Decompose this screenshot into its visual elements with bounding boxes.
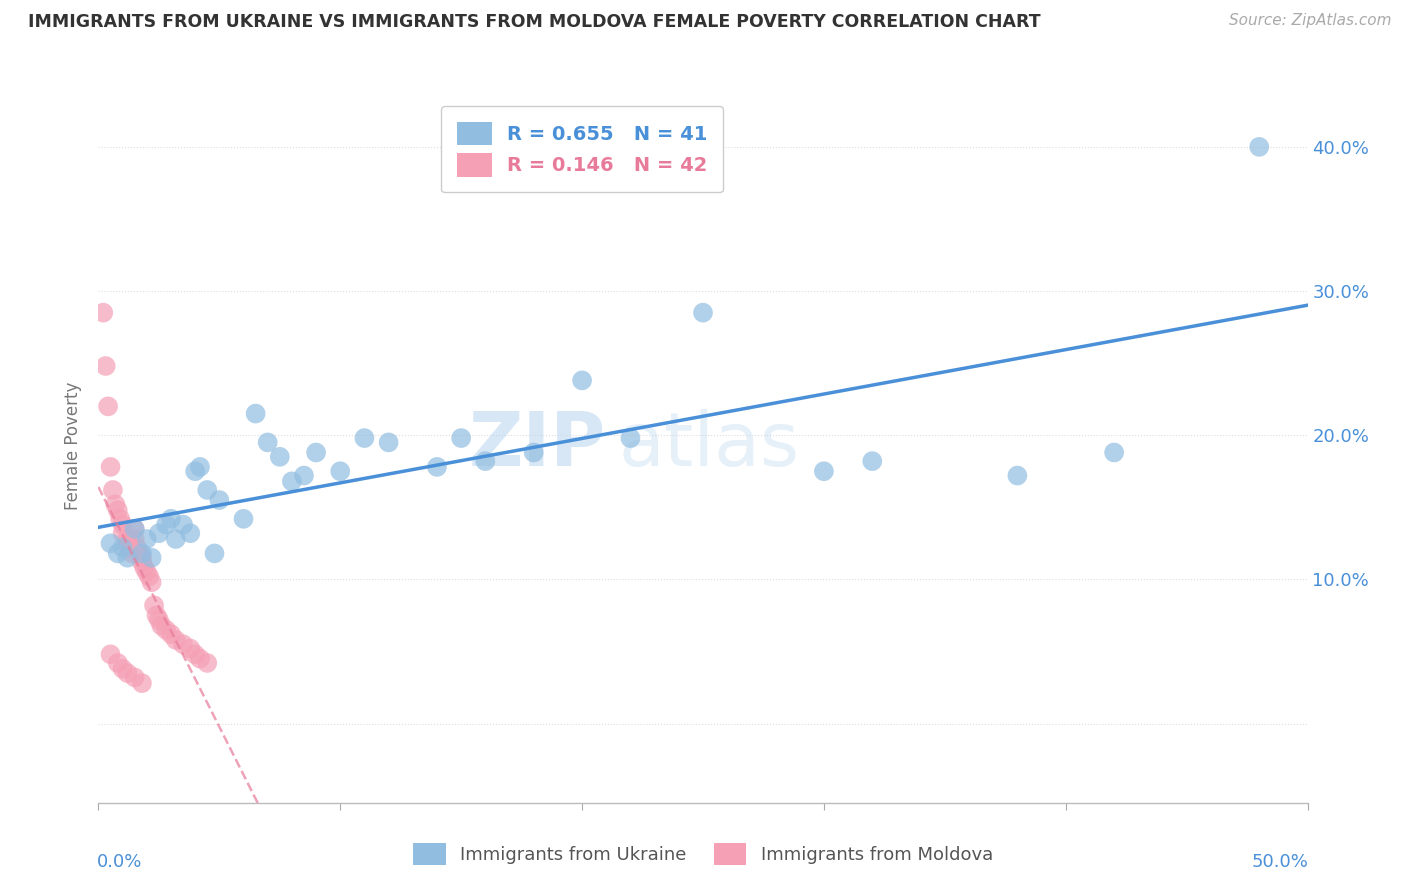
Point	[195, 483, 218, 497]
Point	[118, 541, 141, 555]
Point	[91, 306, 114, 320]
Point	[117, 536, 139, 550]
Point	[160, 627, 183, 641]
Point	[128, 546, 150, 560]
Point	[329, 464, 352, 478]
Point	[269, 450, 291, 464]
Point	[117, 666, 139, 681]
Point	[131, 550, 153, 565]
Point	[111, 541, 134, 555]
Text: IMMIGRANTS FROM UKRAINE VS IMMIGRANTS FROM MOLDOVA FEMALE POVERTY CORRELATION CH: IMMIGRANTS FROM UKRAINE VS IMMIGRANTS FR…	[28, 13, 1040, 31]
Point	[138, 569, 160, 583]
Point	[97, 400, 120, 414]
Point	[179, 526, 201, 541]
Point	[100, 648, 122, 662]
Point	[127, 541, 149, 555]
Point	[121, 546, 143, 560]
Point	[172, 637, 194, 651]
Point	[860, 454, 883, 468]
Point	[104, 497, 127, 511]
Point	[523, 445, 546, 459]
Point	[143, 599, 166, 613]
Point	[155, 623, 177, 637]
Point	[124, 670, 146, 684]
Point	[108, 512, 131, 526]
Point	[135, 532, 157, 546]
Point	[245, 407, 267, 421]
Point	[100, 459, 122, 474]
Point	[184, 464, 207, 478]
Point	[148, 613, 170, 627]
Point	[131, 676, 153, 690]
Point	[184, 648, 207, 662]
Point	[179, 641, 201, 656]
Point	[188, 459, 211, 474]
Point	[813, 464, 835, 478]
Point	[107, 656, 129, 670]
Point	[155, 517, 177, 532]
Point	[1007, 468, 1029, 483]
Text: atlas: atlas	[619, 409, 800, 483]
Point	[107, 503, 129, 517]
Point	[94, 359, 117, 373]
Text: 0.0%: 0.0%	[97, 853, 142, 871]
Text: 50.0%: 50.0%	[1251, 853, 1309, 871]
Point	[1102, 445, 1125, 459]
Point	[111, 662, 134, 676]
Point	[165, 632, 187, 647]
Point	[1249, 140, 1271, 154]
Point	[160, 512, 183, 526]
Point	[353, 431, 375, 445]
Point	[100, 536, 122, 550]
Point	[111, 526, 134, 541]
Point	[232, 512, 254, 526]
Point	[208, 493, 231, 508]
Point	[124, 532, 146, 546]
Text: Source: ZipAtlas.com: Source: ZipAtlas.com	[1229, 13, 1392, 29]
Point	[150, 618, 173, 632]
Y-axis label: Female Poverty: Female Poverty	[65, 382, 83, 510]
Point	[134, 561, 156, 575]
Point	[117, 532, 139, 546]
Point	[571, 373, 593, 387]
Point	[172, 517, 194, 532]
Point	[474, 454, 496, 468]
Point	[450, 431, 472, 445]
Point	[165, 532, 187, 546]
Point	[141, 550, 163, 565]
Point	[111, 517, 134, 532]
Point	[188, 651, 211, 665]
Point	[117, 550, 139, 565]
Point	[141, 575, 163, 590]
Point	[204, 546, 226, 560]
Point	[101, 483, 124, 497]
Point	[292, 468, 315, 483]
Point	[377, 435, 399, 450]
Point	[145, 608, 167, 623]
Point	[131, 555, 153, 569]
Point	[619, 431, 641, 445]
Point	[135, 565, 157, 579]
Point	[107, 546, 129, 560]
Point	[195, 656, 218, 670]
Point	[692, 306, 714, 320]
Point	[281, 475, 304, 489]
Point	[305, 445, 328, 459]
Point	[124, 522, 146, 536]
Point	[256, 435, 278, 450]
Legend: Immigrants from Ukraine, Immigrants from Moldova: Immigrants from Ukraine, Immigrants from…	[404, 834, 1002, 874]
Text: ZIP: ZIP	[470, 409, 606, 483]
Point	[131, 546, 153, 560]
Point	[124, 522, 146, 536]
Point	[426, 459, 449, 474]
Legend: R = 0.655   N = 41, R = 0.146   N = 42: R = 0.655 N = 41, R = 0.146 N = 42	[441, 106, 723, 193]
Point	[148, 526, 170, 541]
